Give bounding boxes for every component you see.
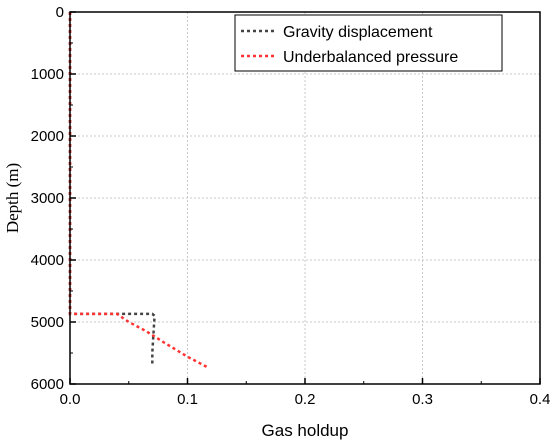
x-tick-label: 0.1 xyxy=(177,391,198,408)
y-tick-label: 5000 xyxy=(31,314,64,331)
grid xyxy=(70,12,540,384)
x-tick-label: 0.4 xyxy=(530,391,550,408)
x-tick-label: 0.2 xyxy=(295,391,316,408)
y-axis-title: Depth (m) xyxy=(3,163,22,233)
x-axis-title: Gas holdup xyxy=(262,421,349,440)
series-line-underbalanced-pressure xyxy=(68,12,210,370)
legend-label-gravity-displacement: Gravity displacement xyxy=(283,24,433,41)
axis-ticks xyxy=(69,11,541,385)
legend-label-underbalanced-pressure: Underbalanced pressure xyxy=(283,49,458,66)
y-tick-label: 3000 xyxy=(31,190,64,207)
series-line-gravity-displacement xyxy=(68,12,156,366)
x-tick-label: 0.3 xyxy=(412,391,433,408)
y-tick-label: 4000 xyxy=(31,252,64,269)
y-tick-label: 0 xyxy=(56,4,64,21)
y-tick-labels: 0 1000 2000 3000 4000 5000 6000 xyxy=(31,4,64,393)
y-tick-label: 2000 xyxy=(31,128,64,145)
x-tick-label: 0.0 xyxy=(60,391,81,408)
x-tick-labels: 0.0 0.1 0.2 0.3 0.4 xyxy=(60,391,550,408)
y-tick-label: 1000 xyxy=(31,66,64,83)
legend-box xyxy=(234,14,503,72)
y-tick-label: 6000 xyxy=(31,376,64,393)
legend: Gravity displacement Underbalanced press… xyxy=(234,14,503,72)
